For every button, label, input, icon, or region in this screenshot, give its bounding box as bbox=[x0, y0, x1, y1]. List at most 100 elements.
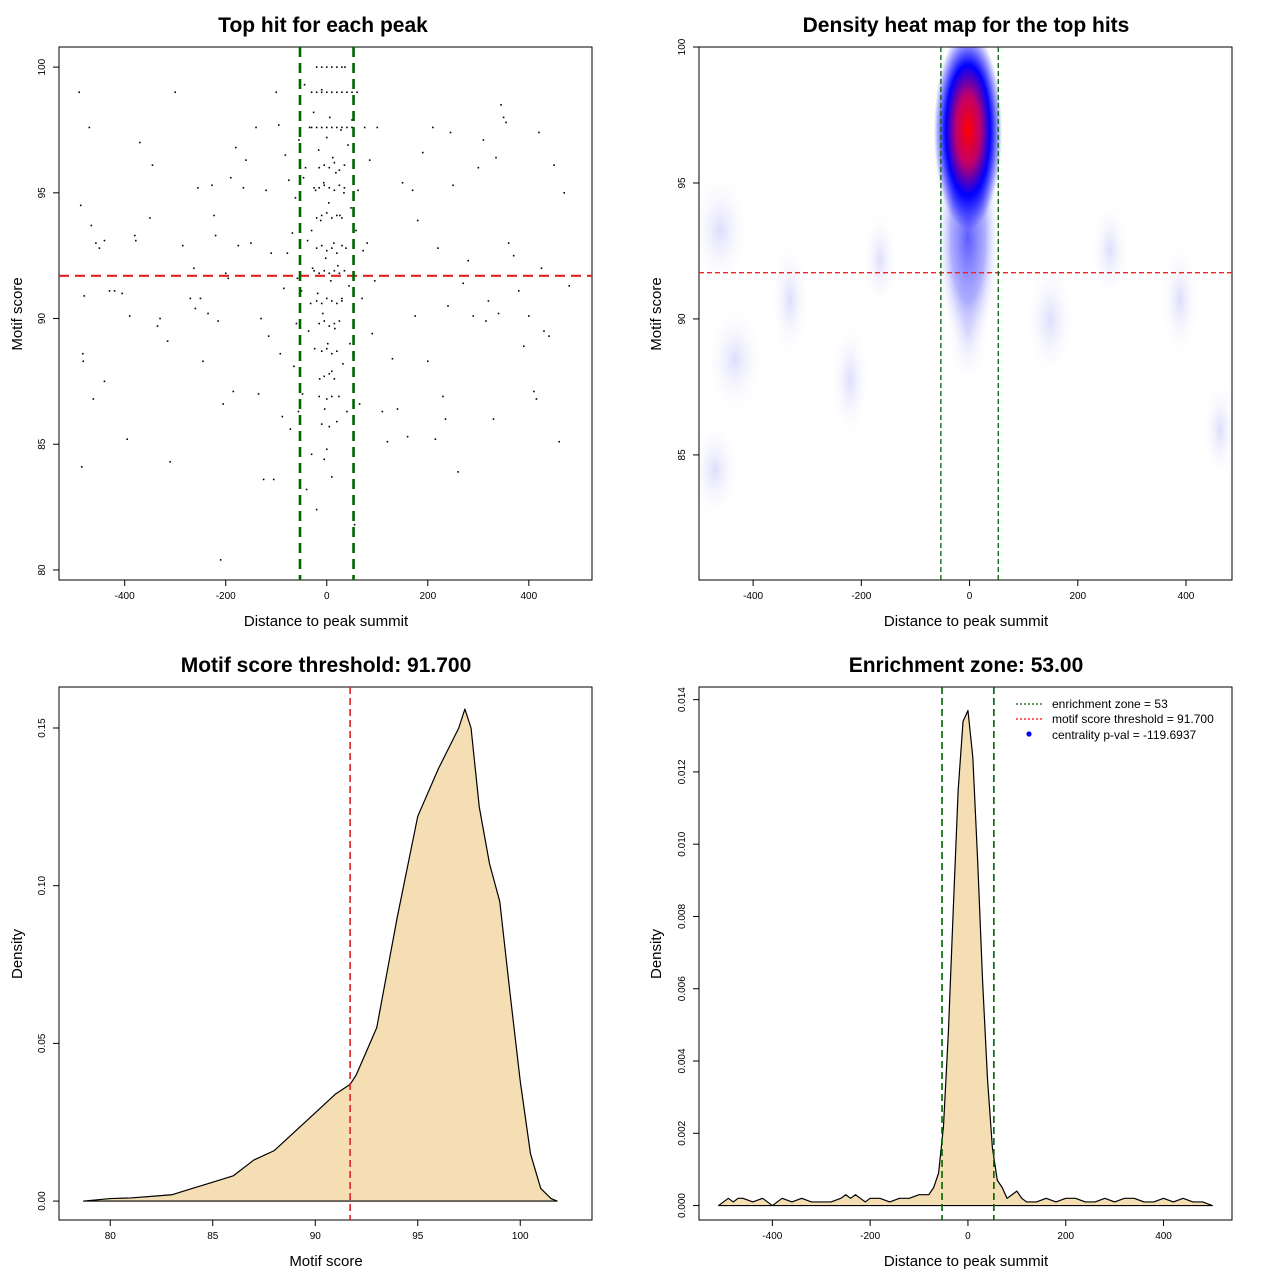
scatter-point bbox=[310, 91, 313, 94]
scatter-point bbox=[396, 408, 399, 410]
scatter-point bbox=[449, 131, 452, 134]
scatter-point bbox=[477, 166, 480, 169]
scatter-point bbox=[262, 478, 265, 481]
scatter-point bbox=[563, 192, 566, 194]
scatter-point bbox=[363, 126, 366, 129]
scatter-point bbox=[495, 156, 497, 159]
scatter-x-axis: -400 -200 0 200 400 bbox=[115, 580, 538, 602]
scatter-point bbox=[319, 219, 322, 222]
scatter-point bbox=[316, 292, 319, 295]
scatter-point bbox=[336, 420, 338, 423]
scatter-point bbox=[341, 217, 343, 219]
heatmap-blob bbox=[862, 210, 898, 310]
scatter-point bbox=[325, 126, 328, 129]
scatter-point bbox=[270, 252, 272, 254]
scatter-point bbox=[320, 350, 323, 353]
distance-density-y-tick-label: 0.012 bbox=[677, 759, 688, 784]
scatter-point bbox=[211, 184, 213, 187]
scatter-point bbox=[333, 189, 336, 192]
scatter-point bbox=[315, 126, 318, 129]
scatter-point bbox=[341, 244, 343, 247]
scatter-point bbox=[279, 352, 282, 355]
score-density-area bbox=[83, 708, 558, 1202]
scatter-point bbox=[366, 242, 368, 244]
scatter-point bbox=[265, 189, 267, 192]
heatmap-x-tick-label: -400 bbox=[743, 591, 763, 602]
scatter-point bbox=[442, 395, 444, 398]
scatter-point bbox=[327, 202, 330, 204]
scatter-y-tick-label: 85 bbox=[37, 438, 48, 450]
scatter-point bbox=[351, 126, 353, 129]
scatter-point bbox=[330, 280, 332, 282]
scatter-point bbox=[313, 269, 315, 272]
scatter-point bbox=[315, 66, 318, 68]
scatter-point bbox=[297, 410, 300, 413]
scatter-point bbox=[318, 186, 320, 189]
scatter-point bbox=[328, 186, 331, 189]
scatter-point bbox=[318, 166, 320, 169]
scatter-x-tick-label: 200 bbox=[419, 591, 436, 602]
scatter-point bbox=[318, 378, 321, 380]
scatter-point bbox=[323, 269, 326, 272]
scatter-point bbox=[371, 332, 374, 335]
scatter-point bbox=[533, 390, 535, 393]
scatter-point bbox=[169, 461, 171, 463]
heatmap-blob bbox=[1202, 380, 1232, 480]
scatter-point bbox=[505, 121, 507, 124]
scatter-point bbox=[320, 244, 323, 247]
scatter-point bbox=[283, 287, 285, 290]
distance-density-y-tick-label: 0.000 bbox=[677, 1193, 688, 1218]
score-density-y-tick-label: 0.05 bbox=[37, 1033, 48, 1053]
score-density-y-tick-label: 0.00 bbox=[37, 1191, 48, 1211]
scatter-point bbox=[548, 335, 550, 337]
heatmap-density bbox=[699, 47, 1232, 580]
scatter-point bbox=[357, 189, 359, 192]
scatter-y-label: Motif score bbox=[9, 277, 26, 350]
scatter-point bbox=[320, 66, 323, 68]
scatter-point bbox=[306, 239, 309, 242]
distance-density-area bbox=[717, 709, 1214, 1207]
scatter-point bbox=[83, 295, 86, 297]
scatter-point bbox=[336, 126, 338, 129]
scatter-point bbox=[322, 181, 325, 184]
score-density-x-axis: 80 85 90 95 100 bbox=[105, 1220, 529, 1242]
score-density-x-tick-label: 90 bbox=[310, 1231, 322, 1242]
scatter-point bbox=[296, 277, 299, 280]
scatter-x-tick-label: 400 bbox=[521, 591, 538, 602]
scatter-point bbox=[128, 315, 131, 317]
scatter-point bbox=[320, 126, 323, 129]
scatter-point bbox=[467, 259, 470, 262]
scatter-point bbox=[333, 242, 335, 244]
heatmap-x-tick-label: 0 bbox=[967, 591, 973, 602]
scatter-point bbox=[315, 300, 318, 302]
scatter-point bbox=[325, 66, 328, 68]
legend-pval-point-icon bbox=[1026, 731, 1032, 737]
scatter-point bbox=[79, 204, 82, 207]
scatter-point bbox=[332, 156, 334, 159]
scatter-point bbox=[345, 247, 347, 249]
scatter-point bbox=[197, 186, 199, 189]
scatter-point bbox=[528, 315, 530, 317]
scatter-point bbox=[353, 523, 356, 526]
scatter-point bbox=[320, 423, 323, 425]
score-density-x-label: Motif score bbox=[289, 1253, 362, 1270]
scatter-x-tick-label: 0 bbox=[324, 591, 330, 602]
distance-density-x-tick-label: 0 bbox=[965, 1231, 971, 1242]
scatter-point bbox=[295, 322, 298, 325]
scatter-point bbox=[315, 508, 318, 511]
scatter-point bbox=[310, 453, 313, 456]
scatter-point bbox=[323, 408, 326, 410]
scatter-reference-lines bbox=[59, 47, 592, 580]
distance-density-x-label: Distance to peak summit bbox=[884, 1253, 1049, 1270]
density-curve bbox=[83, 708, 558, 1202]
scatter-point bbox=[224, 272, 227, 275]
scatter-point bbox=[323, 375, 326, 378]
scatter-point bbox=[323, 184, 326, 187]
distance-density-y-axis: 0.000 0.002 0.004 0.006 0.008 0.010 0.012 0.014 bbox=[677, 687, 699, 1218]
distance-density-plot-frame bbox=[698, 686, 1233, 1221]
scatter-point bbox=[376, 126, 379, 129]
scatter-point bbox=[328, 116, 331, 119]
scatter-point bbox=[321, 312, 324, 315]
scatter-point bbox=[214, 234, 217, 237]
